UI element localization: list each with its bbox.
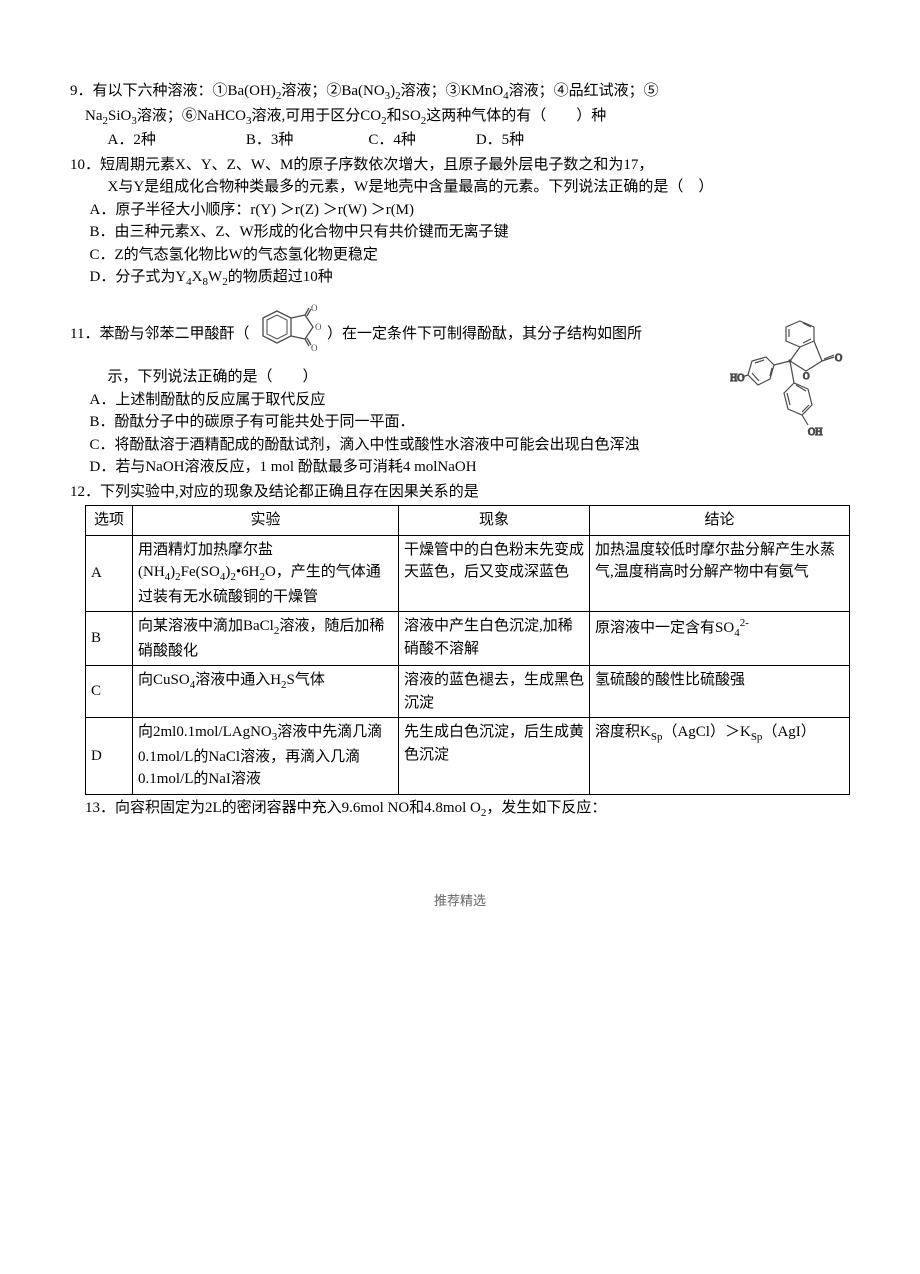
q9-stem-line2: Na2SiO3溶液；⑥NaHCO3溶液,可用于区分CO2和SO2这两种气体的有（… xyxy=(70,105,850,130)
text: SiO xyxy=(108,108,131,124)
svg-text:O: O xyxy=(803,371,810,381)
text: •6H xyxy=(236,564,260,580)
svg-text:OH: OH xyxy=(808,427,822,438)
text: 的物质超过10种 xyxy=(228,269,333,285)
cell-opt: C xyxy=(86,666,133,718)
svg-text:O: O xyxy=(311,303,318,313)
th-conclusion: 结论 xyxy=(590,506,850,536)
q10-stem-line2: X与Y是组成化合物种类最多的元素，W是地壳中含量最高的元素。下列说法正确的是（ … xyxy=(70,176,850,199)
cell-conc: 加热温度较低时摩尔盐分解产生水蒸气,温度稍高时分解产物中有氨气 xyxy=(590,535,850,612)
cell-conc: 氢硫酸的酸性比硫酸强 xyxy=(590,666,850,718)
table-row: C 向CuSO4溶液中通入H2S气体 溶液的蓝色褪去，生成黑色沉淀 氢硫酸的酸性… xyxy=(86,666,850,718)
text: 溶度积K xyxy=(595,724,651,740)
q10-opt-d: D．分子式为Y4X8W2的物质超过10种 xyxy=(70,266,850,291)
cell-phen: 干燥管中的白色粉末先变成天蓝色，后又变成深蓝色 xyxy=(399,535,590,612)
text: 9．有以下六种溶液：①Ba(OH) xyxy=(70,83,276,99)
cell-opt: B xyxy=(86,612,133,666)
text: 溶液；②Ba(NO xyxy=(281,83,384,99)
question-11: 11．苯酚与邻苯二甲酸酐（ O O O ）在一定条件下可制得酚酞，其分子结构如图… xyxy=(70,303,850,479)
text: S气体 xyxy=(287,672,325,688)
text: 向2ml0.1mol/LAgNO xyxy=(138,724,272,740)
cell-phen: 先生成白色沉淀，后生成黄色沉淀 xyxy=(399,718,590,795)
page-footer: 推荐精选 xyxy=(70,891,850,911)
svg-text:O: O xyxy=(835,353,842,364)
text: （AgCl）＞K xyxy=(662,724,750,740)
text: 11．苯酚与邻苯二甲酸酐（ xyxy=(70,326,249,342)
cell-exp: 向CuSO4溶液中通入H2S气体 xyxy=(133,666,399,718)
q10-opt-c: C．Z的气态氢化物比W的气态氢化物更稳定 xyxy=(70,244,850,267)
table-row: B 向某溶液中滴加BaCl2溶液，随后加稀硝酸酸化 溶液中产生白色沉淀,加稀硝酸… xyxy=(86,612,850,666)
text: 13．向容积固定为2L的密闭容器中充入9.6mol NO和4.8mol O xyxy=(85,800,481,816)
cell-exp: 向某溶液中滴加BaCl2溶液，随后加稀硝酸酸化 xyxy=(133,612,399,666)
text: D．分子式为Y xyxy=(90,269,187,285)
text: ，发生如下反应： xyxy=(486,800,606,816)
text: Fe(SO xyxy=(181,564,220,580)
text: 向CuSO xyxy=(138,672,190,688)
text: 溶液中通入H xyxy=(195,672,281,688)
th-experiment: 实验 xyxy=(133,506,399,536)
phthalic-anhydride-icon: O O O xyxy=(253,303,323,367)
cell-exp: 用酒精灯加热摩尔盐(NH4)2Fe(SO4)2•6H2O，产生的气体通过装有无水… xyxy=(133,535,399,612)
question-9: 9．有以下六种溶液：①Ba(OH)2溶液；②Ba(NO3)2溶液；③KMnO4溶… xyxy=(70,80,850,152)
cell-phen: 溶液中产生白色沉淀,加稀硝酸不溶解 xyxy=(399,612,590,666)
text: 溶液；③KMnO xyxy=(401,83,504,99)
th-option: 选项 xyxy=(86,506,133,536)
q10-opt-b: B．由三种元素X、Z、W形成的化合物中只有共价键而无离子键 xyxy=(70,221,850,244)
text: 溶液；⑥NaHCO xyxy=(137,108,246,124)
text: ）在一定条件下可制得酚酞，其分子结构如图所 xyxy=(327,326,642,342)
q10-opt-a: A．原子半径大小顺序：r(Y) ＞r(Z) ＞r(W) ＞r(M) xyxy=(70,199,850,222)
question-10: 10．短周期元素X、Y、Z、W、M的原子序数依次增大，且原子最外层电子数之和为1… xyxy=(70,154,850,291)
q9-choices: A．2种 B．3种 C．4种 D．5种 xyxy=(70,129,850,152)
q9-stem-line1: 9．有以下六种溶液：①Ba(OH)2溶液；②Ba(NO3)2溶液；③KMnO4溶… xyxy=(70,80,850,105)
table-row: A 用酒精灯加热摩尔盐(NH4)2Fe(SO4)2•6H2O，产生的气体通过装有… xyxy=(86,535,850,612)
question-12: 12．下列实验中,对应的现象及结论都正确且存在因果关系的是 选项 实验 现象 结… xyxy=(70,481,850,795)
question-13: 13．向容积固定为2L的密闭容器中充入9.6mol NO和4.8mol O2，发… xyxy=(70,797,850,822)
text: 向某溶液中滴加BaCl xyxy=(138,618,274,634)
table-row: D 向2ml0.1mol/LAgNO3溶液中先滴几滴0.1mol/L的NaCl溶… xyxy=(86,718,850,795)
phenolphthalein-structure-icon: O O HO OH xyxy=(730,313,860,443)
experiment-table: 选项 实验 现象 结论 A 用酒精灯加热摩尔盐(NH4)2Fe(SO4)2•6H… xyxy=(85,505,850,795)
cell-conc: 溶度积KSp（AgCl）＞KSp（AgI） xyxy=(590,718,850,795)
text: X xyxy=(192,269,203,285)
svg-text:O: O xyxy=(315,322,322,332)
cell-opt: A xyxy=(86,535,133,612)
text: 和SO xyxy=(387,108,421,124)
text: （AgI） xyxy=(762,724,815,740)
text: W xyxy=(208,269,222,285)
table-header-row: 选项 实验 现象 结论 xyxy=(86,506,850,536)
q10-stem-line1: 10．短周期元素X、Y、Z、W、M的原子序数依次增大，且原子最外层电子数之和为1… xyxy=(70,154,850,177)
q12-title: 12．下列实验中,对应的现象及结论都正确且存在因果关系的是 xyxy=(70,481,850,504)
text: 溶液；④品红试液；⑤ xyxy=(509,83,659,99)
text: 这两种气体的有（ ）种 xyxy=(426,108,606,124)
cell-phen: 溶液的蓝色褪去，生成黑色沉淀 xyxy=(399,666,590,718)
cell-opt: D xyxy=(86,718,133,795)
text: Na xyxy=(85,108,103,124)
svg-text:HO: HO xyxy=(730,373,744,384)
cell-exp: 向2ml0.1mol/LAgNO3溶液中先滴几滴0.1mol/L的NaCl溶液，… xyxy=(133,718,399,795)
th-phenomenon: 现象 xyxy=(399,506,590,536)
text: 原溶液中一定含有SO xyxy=(595,620,734,636)
spacer xyxy=(70,293,850,303)
cell-conc: 原溶液中一定含有SO42- xyxy=(590,612,850,666)
text: 溶液,可用于区分CO xyxy=(252,108,382,124)
q11-opt-d: D．若与NaOH溶液反应，1 mol 酚酞最多可消耗4 molNaOH xyxy=(70,456,850,479)
svg-text:O: O xyxy=(311,343,318,353)
